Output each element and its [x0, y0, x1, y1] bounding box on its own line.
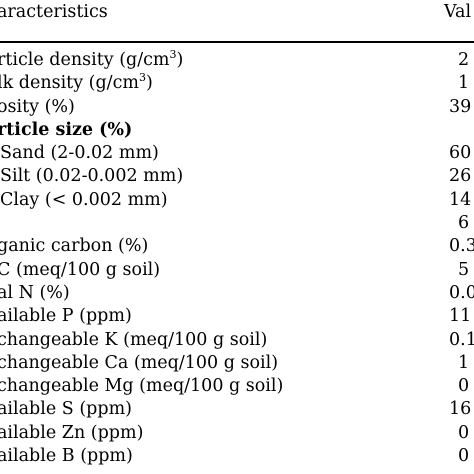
row-value: 14: [449, 189, 472, 210]
table-row: rticle density (g/cm3) 2: [0, 49, 474, 72]
row-label-text: ailable P (ppm): [0, 306, 132, 327]
row-label-text: changeable K (meq/100 g soil): [0, 329, 268, 350]
row-label: al N (%): [0, 283, 70, 303]
table-row: Sand (2-0.02 mm) 60: [0, 142, 474, 165]
row-label: ailable P (ppm): [0, 306, 132, 326]
table-row: C (meq/100 g soil) 5: [0, 259, 474, 282]
row-label-end: ): [145, 73, 153, 94]
row-label: Silt (0.02-0.002 mm): [0, 166, 183, 186]
row-label: lk density (g/cm3): [0, 71, 153, 94]
table-row: ganic carbon (%) 0.3: [0, 235, 474, 258]
row-label-text: ailable Zn (ppm): [0, 422, 144, 443]
row-label-text: Sand (2-0.02 mm): [0, 143, 159, 164]
row-value: 1: [458, 73, 470, 94]
row-label-text: lk density (g/cm: [0, 73, 139, 94]
row-value: 0: [458, 446, 470, 467]
table-body: rticle density (g/cm3) 2 lk density (g/cm3…: [0, 49, 474, 468]
table-row: changeable K (meq/100 g soil) 0.1: [0, 329, 474, 352]
header-rule: [0, 41, 474, 43]
table-row: ailable B (ppm) 0: [0, 445, 474, 468]
row-label: ailable B (ppm): [0, 446, 133, 466]
header-characteristics: aracteristics: [0, 2, 108, 22]
row-value: 0.3: [449, 236, 474, 257]
table-row: lk density (g/cm3) 1: [0, 72, 474, 95]
row-label: osity (%): [0, 97, 75, 117]
row-value: 1: [458, 352, 470, 373]
row-label-superscript: 3: [169, 48, 177, 61]
row-label-text: changeable Mg (meq/100 g soil): [0, 376, 284, 397]
table-row: osity (%) 39: [0, 96, 474, 119]
row-value: 0.0: [449, 282, 474, 303]
row-label: changeable K (meq/100 g soil): [0, 330, 267, 350]
row-label-text: rticle density (g/cm: [0, 50, 170, 70]
row-value: 11: [449, 306, 472, 327]
table-row: al N (%) 0.0: [0, 282, 474, 305]
row-label: Clay (< 0.002 mm): [0, 190, 168, 210]
row-label-end: ): [176, 50, 184, 70]
row-label: Sand (2-0.02 mm): [0, 143, 159, 163]
row-label-text: osity (%): [0, 96, 75, 117]
row-label: changeable Ca (meq/100 g soil): [0, 353, 278, 373]
row-label: ailable Zn (ppm): [0, 423, 143, 443]
table-row: Silt (0.02-0.002 mm) 26: [0, 165, 474, 188]
row-label-text: ganic carbon (%): [0, 236, 149, 257]
row-label: ganic carbon (%): [0, 236, 148, 256]
row-label-text: al N (%): [0, 282, 70, 303]
row-label-text: ailable B (ppm): [0, 446, 133, 467]
table-row: Clay (< 0.002 mm) 14: [0, 189, 474, 212]
row-label: ailable S (ppm): [0, 399, 132, 419]
table-row: ailable S (ppm) 16: [0, 398, 474, 421]
row-value: 0.1: [449, 329, 474, 350]
row-label-superscript: 3: [138, 71, 146, 85]
row-value: 2: [458, 50, 470, 70]
table-row: changeable Mg (meq/100 g soil) 0: [0, 375, 474, 398]
row-label: changeable Mg (meq/100 g soil): [0, 376, 283, 396]
table-row: 6: [0, 212, 474, 235]
row-label-text: Clay (< 0.002 mm): [0, 189, 168, 210]
row-label: rticle density (g/cm3): [0, 48, 184, 70]
row-value: 6: [458, 213, 470, 234]
row-label-text: rticle size (%): [0, 119, 133, 140]
row-label-text: ailable S (ppm): [0, 399, 132, 420]
table-row: ailable Zn (ppm) 0: [0, 422, 474, 445]
row-value: 26: [449, 166, 472, 187]
row-value: 0: [458, 376, 470, 397]
row-value: 39: [449, 96, 472, 117]
table-row: changeable Ca (meq/100 g soil) 1: [0, 352, 474, 375]
row-value: 5: [458, 259, 470, 280]
row-label-text: Silt (0.02-0.002 mm): [0, 166, 184, 187]
row-label-text: C (meq/100 g soil): [0, 259, 161, 280]
row-label-text: changeable Ca (meq/100 g soil): [0, 352, 279, 373]
row-value: 60: [449, 143, 472, 164]
header-values: Val: [444, 2, 472, 22]
table-row: rticle size (%): [0, 119, 474, 142]
row-value: 16: [449, 399, 472, 420]
table-row: ailable P (ppm) 11: [0, 305, 474, 328]
row-label: C (meq/100 g soil): [0, 260, 160, 280]
row-value: 0: [458, 422, 470, 443]
row-label: rticle size (%): [0, 120, 132, 140]
